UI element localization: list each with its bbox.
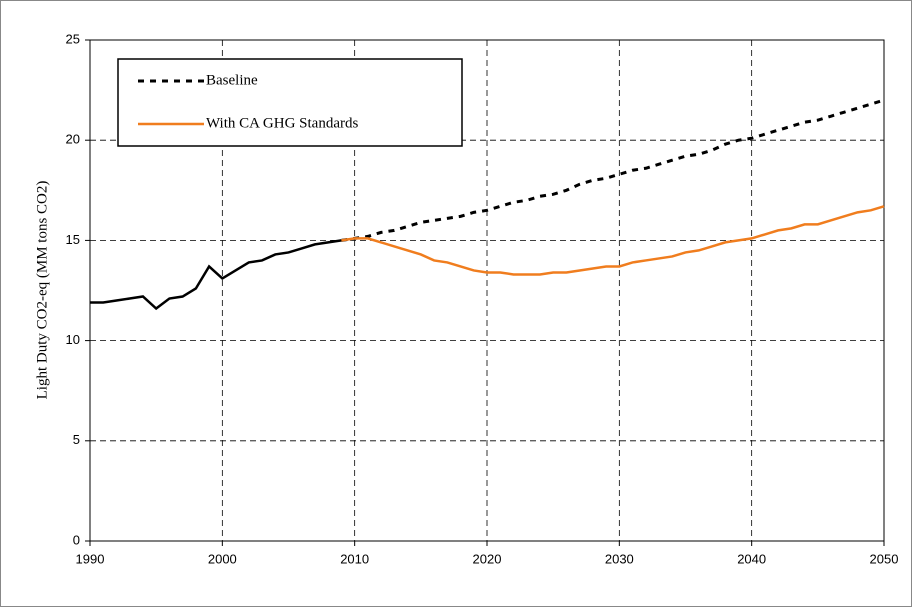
series-line bbox=[341, 98, 885, 242]
y-tick-label: 25 bbox=[66, 31, 80, 46]
x-tick-label: 2040 bbox=[737, 551, 766, 566]
x-tick-label: 2030 bbox=[605, 551, 634, 566]
y-tick-label: 20 bbox=[66, 132, 80, 147]
series-line bbox=[90, 239, 342, 311]
y-tick-label: 5 bbox=[73, 432, 80, 447]
x-tick-label: 2000 bbox=[208, 551, 237, 566]
x-tick-label: 1990 bbox=[76, 551, 105, 566]
legend-label: With CA GHG Standards bbox=[206, 115, 358, 131]
x-tick-label: 2020 bbox=[473, 551, 502, 566]
x-tick-label: 2010 bbox=[340, 551, 369, 566]
legend-box bbox=[117, 58, 463, 147]
y-tick-label: 0 bbox=[73, 532, 80, 547]
y-tick-label: 15 bbox=[66, 232, 80, 247]
series-line bbox=[341, 205, 885, 276]
legend-label: Baseline bbox=[206, 72, 258, 88]
plot-frame bbox=[89, 39, 885, 542]
y-tick-label: 10 bbox=[66, 332, 80, 347]
y-axis-label: Light Duty CO2-eq (MM tons CO2) bbox=[34, 181, 50, 400]
x-tick-label: 2050 bbox=[870, 551, 899, 566]
